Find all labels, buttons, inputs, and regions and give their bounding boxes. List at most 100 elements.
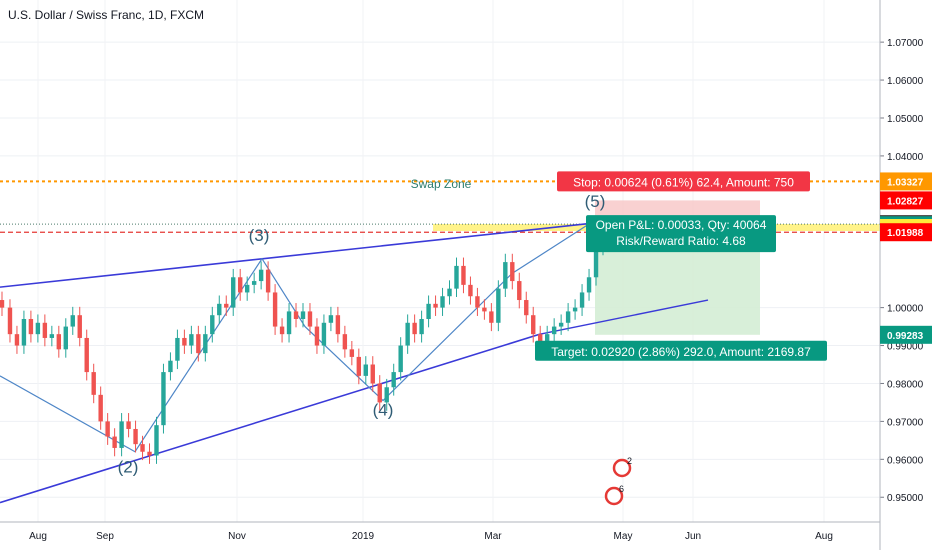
event-icon: [604, 486, 624, 506]
candle-body: [105, 421, 110, 437]
chart-title: U.S. Dollar / Swiss Franc, 1D, FXCM: [8, 8, 205, 22]
candle-body: [342, 334, 348, 350]
x-tick-label: Aug: [29, 531, 47, 542]
candle-body: [370, 364, 375, 384]
candle-body: [503, 262, 508, 289]
candle-body: [489, 311, 494, 323]
candle-body: [461, 265, 466, 285]
candle-body: [35, 322, 41, 335]
candle-body: [147, 451, 152, 456]
rr-label: Risk/Reward Ratio: 4.68: [616, 234, 746, 248]
candle-body: [154, 425, 159, 456]
candle-body: [258, 269, 264, 282]
candle-body: [203, 334, 208, 354]
y-tick-label: 0.99000: [887, 342, 924, 353]
price-badge-bg: [880, 172, 932, 191]
candle-body: [119, 421, 124, 448]
candle-body: [91, 372, 96, 395]
pnl-label: Open P&L: 0.00033, Qty: 40064: [596, 218, 767, 232]
candle-body: [175, 337, 180, 361]
candle-body: [391, 372, 396, 388]
pnl-label-bg: [586, 215, 776, 253]
candle-body: [335, 315, 341, 335]
price-badge: 1.03327: [887, 177, 924, 188]
upper-trendline: [0, 222, 591, 288]
candle-body: [231, 277, 236, 308]
swap-zone-label: Swap Zone: [411, 177, 472, 191]
price-badge-bg: [880, 325, 932, 344]
event-count: 6: [619, 484, 624, 494]
candle-body: [224, 303, 229, 308]
wave-label: (5): [585, 192, 606, 211]
candle-body: [538, 334, 543, 346]
price-badge: 1.02827: [887, 196, 924, 207]
event-count: 2: [627, 456, 632, 466]
x-tick-label: Aug: [815, 531, 833, 542]
candle-body: [482, 307, 487, 312]
candle-body: [510, 262, 515, 282]
candle-body: [196, 334, 201, 354]
candle-body: [419, 318, 424, 335]
candle-body: [517, 281, 522, 301]
candle-body: [112, 436, 117, 448]
candle-body: [77, 315, 82, 338]
x-tick-label: Sep: [96, 531, 114, 542]
candle-body: [593, 246, 599, 278]
candle-body: [70, 315, 75, 327]
candle-body: [14, 334, 20, 346]
candle-body: [140, 444, 145, 452]
candle-body: [475, 296, 480, 308]
y-tick-label: 1.06000: [887, 76, 924, 87]
candle-body: [321, 322, 327, 346]
candle-body: [586, 277, 592, 293]
candle-body: [42, 322, 48, 338]
y-tick-label: 1.05000: [887, 114, 924, 125]
candle-body: [244, 284, 250, 293]
candle-body: [377, 383, 382, 403]
candle-body: [286, 311, 292, 335]
event-icon: [612, 458, 632, 478]
y-tick-label: 1.00000: [887, 304, 924, 315]
y-tick-label: 1.04000: [887, 152, 924, 163]
candle-body: [496, 288, 501, 323]
lower-trendline: [0, 333, 541, 504]
candle-body: [398, 345, 403, 373]
candle-body: [28, 318, 34, 335]
candle-body: [56, 334, 62, 350]
candle-body: [300, 311, 306, 319]
candle-body: [544, 334, 550, 346]
wave-label: (4): [373, 401, 394, 420]
candle-body: [133, 428, 138, 445]
candle-body: [21, 318, 27, 346]
candle-body: [84, 337, 89, 373]
candle-body: [210, 315, 215, 335]
target-label-bg: [535, 340, 827, 361]
candle-body: [405, 322, 410, 346]
y-tick-label: 0.97000: [887, 417, 924, 428]
y-tick-label: 0.98000: [887, 379, 924, 390]
candle-body: [126, 421, 131, 429]
price-badge: 0.99283: [887, 331, 924, 342]
x-tick-label: 2019: [352, 531, 375, 542]
candle-body: [238, 277, 243, 293]
candle-body: [551, 326, 557, 335]
candle-body: [168, 360, 173, 373]
candle-body: [98, 394, 103, 422]
candle-body: [293, 311, 299, 319]
x-tick-label: May: [614, 531, 633, 542]
candle-body: [412, 322, 417, 335]
candle-body: [272, 292, 278, 327]
candle-body: [217, 303, 222, 316]
y-tick-label: 1.07000: [887, 38, 924, 49]
candle-body: [49, 334, 55, 338]
candle-body: [349, 349, 355, 357]
target-label: Target: 0.02920 (2.86%) 292.0, Amount: 2…: [551, 345, 811, 359]
candle-body: [579, 292, 585, 308]
candle-body: [447, 288, 452, 297]
candle-body: [182, 337, 187, 346]
candle-body: [356, 356, 362, 376]
candle-body: [251, 281, 257, 285]
